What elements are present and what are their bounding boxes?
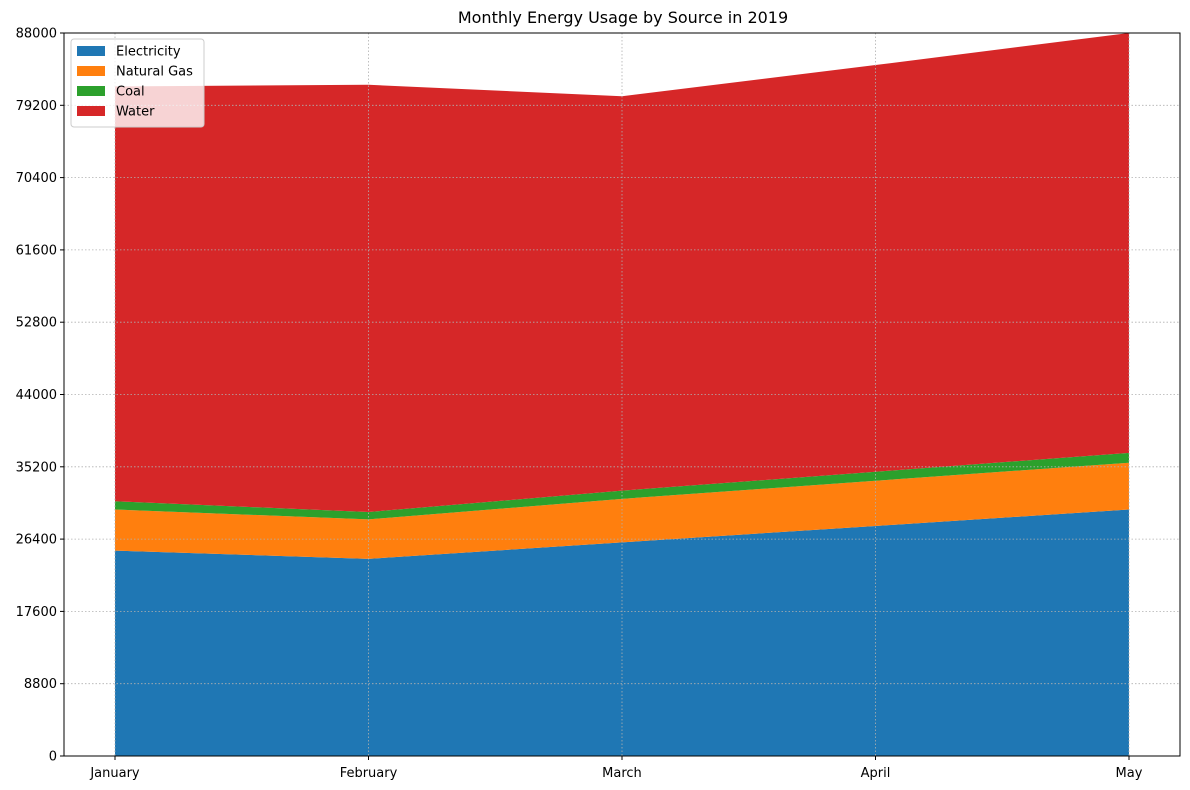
x-tick-label: January: [89, 766, 140, 781]
y-tick-label: 70400: [16, 171, 57, 186]
legend-label: Electricity: [116, 45, 181, 60]
x-tick-label: May: [1116, 766, 1143, 781]
x-tick-label: April: [861, 766, 891, 781]
y-tick-label: 88000: [16, 27, 57, 42]
legend-swatch: [77, 86, 105, 96]
legend-box: [70, 38, 205, 128]
x-tick-label: March: [602, 766, 642, 781]
legend-label: Natural Gas: [116, 65, 193, 80]
x-tick-label: February: [340, 766, 398, 781]
y-tick-label: 26400: [16, 533, 57, 548]
area-coal: [115, 452, 1129, 520]
chart-title: Monthly Energy Usage by Source in 2019: [458, 8, 788, 27]
legend-swatch: [77, 106, 105, 116]
y-tick-label: 0: [49, 750, 57, 765]
legend: Electricity Natural Gas Coal Water: [70, 38, 205, 128]
legend-swatch: [77, 66, 105, 76]
y-tick-label: 52800: [16, 316, 57, 331]
legend-label: Coal: [116, 85, 145, 100]
y-tick-label: 8800: [24, 677, 57, 692]
y-tick-label: 35200: [16, 460, 57, 475]
y-tick-label: 17600: [16, 605, 57, 620]
y-tick-label: 79200: [16, 99, 57, 114]
axis-ticks: 0 8800 17600 26400 35200 44000 52800 61600 70400…: [16, 27, 1143, 782]
legend-swatch: [77, 46, 105, 56]
legend-label: Water: [116, 105, 155, 120]
y-tick-label: 61600: [16, 243, 57, 258]
y-tick-label: 44000: [16, 388, 57, 403]
